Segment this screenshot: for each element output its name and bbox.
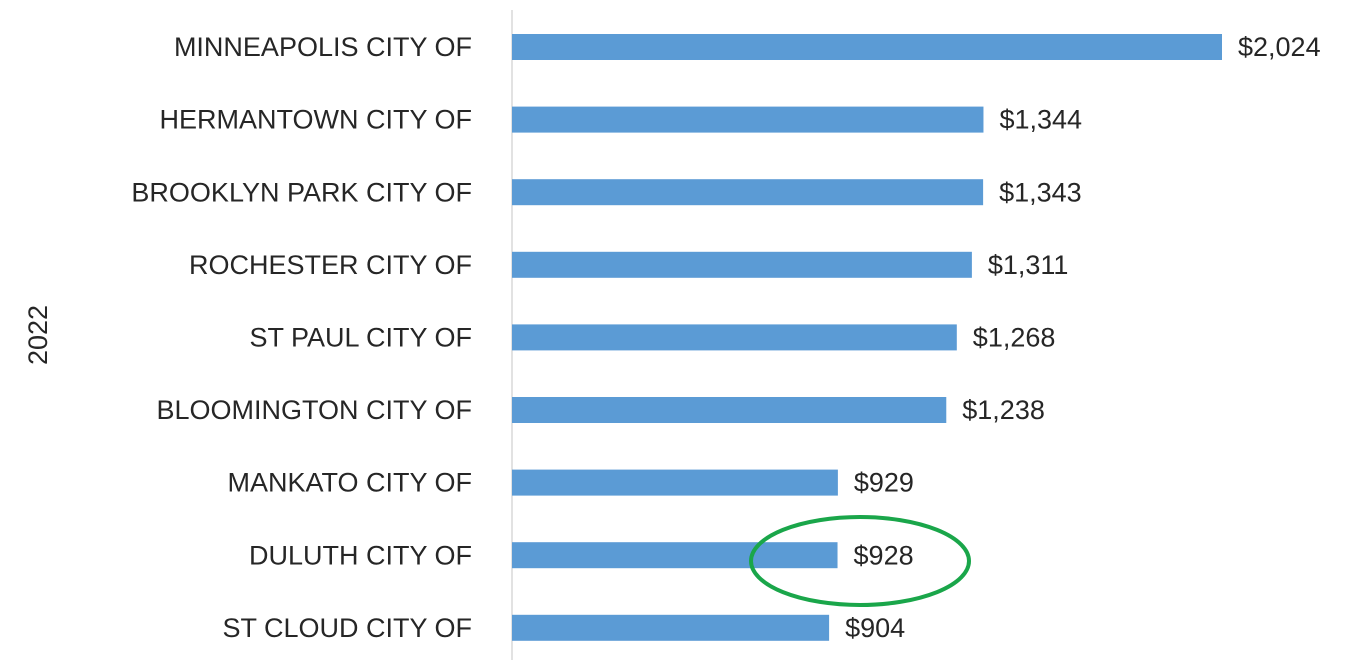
value-label: $904: [845, 613, 905, 643]
value-label: $1,344: [999, 105, 1082, 135]
value-label: $1,238: [962, 395, 1045, 425]
value-label: $1,268: [973, 323, 1056, 353]
category-label: BROOKLYN PARK CITY OF: [131, 177, 472, 207]
bar: [512, 324, 957, 351]
bar: [512, 542, 838, 569]
category-label: BLOOMINGTON CITY OF: [156, 395, 472, 425]
bar: [512, 34, 1222, 60]
bar: [512, 251, 972, 278]
category-label: DULUTH CITY OF: [249, 540, 472, 570]
category-label: ST PAUL CITY OF: [249, 323, 472, 353]
bar: [512, 469, 838, 496]
bar: [512, 397, 947, 423]
category-label: MINNEAPOLIS CITY OF: [174, 32, 472, 62]
category-label: MANKATO CITY OF: [227, 468, 472, 498]
bar: [512, 179, 984, 206]
bar: [512, 614, 830, 641]
category-label: HERMANTOWN CITY OF: [159, 105, 472, 135]
category-label: ROCHESTER CITY OF: [189, 250, 472, 280]
value-label: $928: [854, 540, 914, 570]
bar: [512, 106, 984, 133]
value-label: $1,343: [999, 177, 1082, 207]
value-label: $929: [854, 468, 914, 498]
category-label: ST CLOUD CITY OF: [222, 613, 472, 643]
group-label: 2022: [23, 305, 53, 365]
value-label: $2,024: [1238, 32, 1321, 62]
value-label: $1,311: [988, 250, 1069, 280]
plot-area: MINNEAPOLIS CITY OF $2,024 HERMANTOWN CITY…: [131, 32, 1320, 643]
highlight-ellipse: [749, 515, 971, 607]
